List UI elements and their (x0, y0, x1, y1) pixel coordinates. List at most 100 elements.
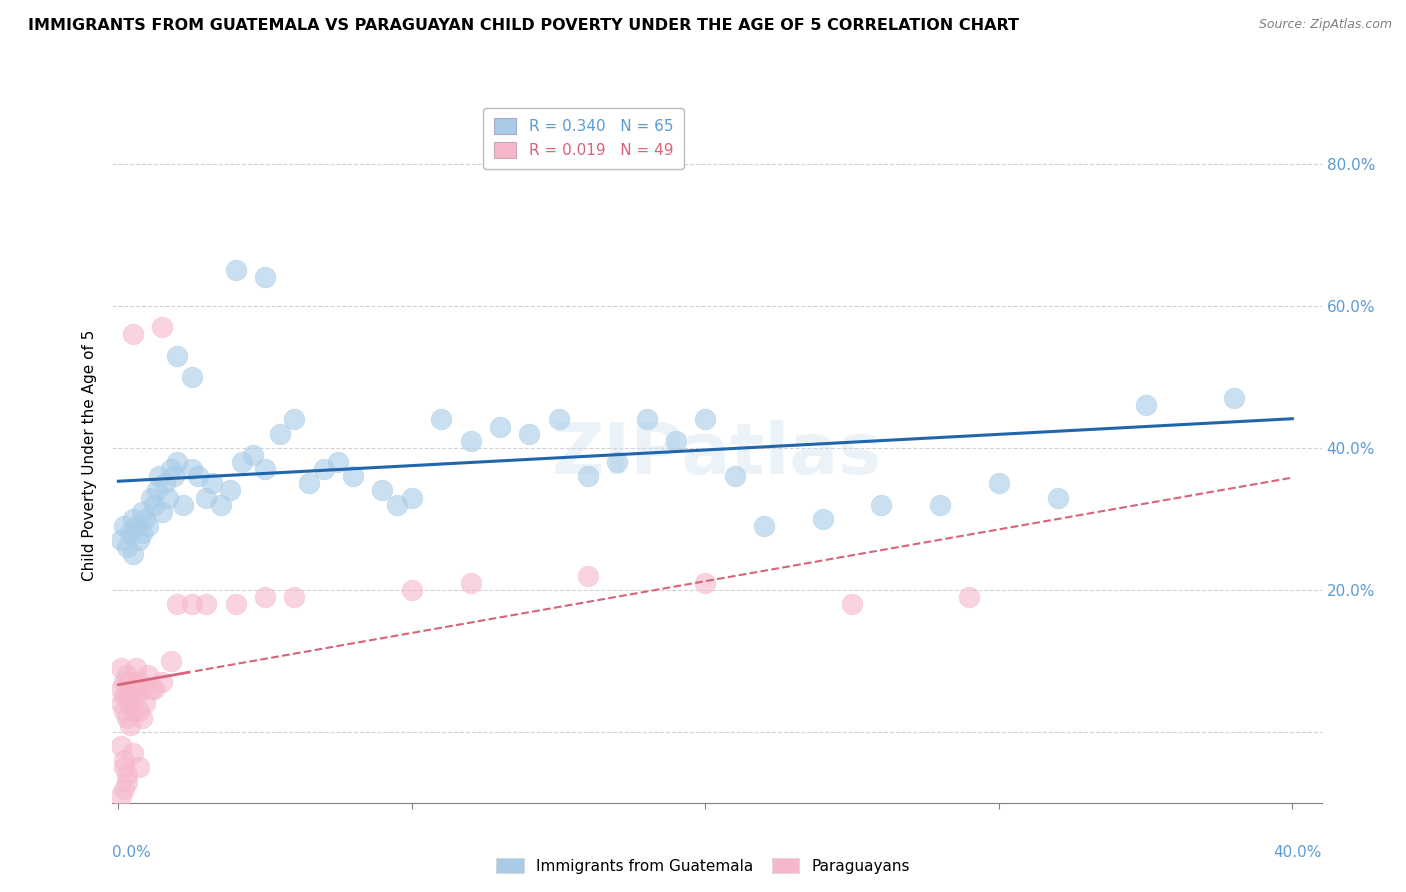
Point (811, 512, 834, 526)
Point (401, 491, 423, 505)
Point (139, 682, 162, 697)
Point (160, 654, 183, 668)
Point (841, 597, 863, 611)
Point (112, 753, 135, 767)
Point (180, 462, 202, 476)
Point (136, 668, 159, 682)
Point (115, 690, 138, 704)
Point (115, 767, 138, 781)
Point (166, 455, 188, 469)
Point (665, 434, 688, 448)
Point (180, 369, 202, 384)
Point (139, 491, 162, 505)
Point (225, 597, 247, 611)
Point (342, 469, 364, 483)
Point (489, 419, 512, 434)
Point (142, 498, 165, 512)
Point (606, 455, 628, 469)
Point (724, 469, 747, 483)
Text: Source: ZipAtlas.com: Source: ZipAtlas.com (1258, 18, 1392, 31)
Point (112, 519, 135, 533)
Point (120, 675, 142, 690)
Point (122, 682, 145, 697)
Point (110, 739, 132, 753)
Point (225, 263, 247, 277)
Point (201, 476, 224, 491)
Legend: Immigrants from Guatemala, Paraguayans: Immigrants from Guatemala, Paraguayans (491, 852, 915, 880)
Point (218, 483, 240, 498)
Point (187, 469, 209, 483)
Point (166, 597, 188, 611)
Point (136, 519, 159, 533)
Text: ZIPatlas: ZIPatlas (553, 420, 882, 490)
Point (112, 704, 135, 718)
Point (134, 697, 156, 711)
Point (128, 704, 150, 718)
Point (517, 426, 540, 441)
Point (231, 455, 253, 469)
Point (110, 789, 132, 803)
Point (122, 327, 145, 342)
Text: 0.0%: 0.0% (112, 845, 152, 860)
Point (172, 498, 194, 512)
Point (128, 760, 150, 774)
Point (283, 590, 305, 604)
Point (112, 760, 135, 774)
Point (242, 448, 264, 462)
Point (110, 697, 132, 711)
Point (269, 426, 291, 441)
Point (122, 746, 145, 760)
Point (430, 412, 453, 426)
Point (987, 476, 1010, 491)
Point (115, 710, 138, 724)
Point (115, 774, 138, 789)
Point (122, 512, 145, 526)
Point (142, 682, 165, 697)
Point (385, 498, 408, 512)
Point (115, 668, 138, 682)
Legend: R = 0.340   N = 65, R = 0.019   N = 49: R = 0.340 N = 65, R = 0.019 N = 49 (482, 108, 683, 169)
Point (401, 582, 423, 597)
Point (112, 690, 135, 704)
Point (145, 483, 167, 498)
Point (110, 661, 132, 675)
Point (131, 682, 153, 697)
Text: 40.0%: 40.0% (1274, 845, 1322, 860)
Point (128, 675, 150, 690)
Point (547, 412, 569, 426)
Point (195, 597, 218, 611)
Point (576, 469, 599, 483)
Point (312, 462, 335, 476)
Point (150, 320, 173, 334)
Point (606, 143, 628, 157)
Point (125, 661, 148, 675)
Point (148, 469, 170, 483)
Point (166, 349, 188, 363)
Point (110, 533, 132, 548)
Point (131, 710, 153, 724)
Point (150, 675, 173, 690)
Point (959, 590, 981, 604)
Point (195, 491, 218, 505)
Point (254, 462, 277, 476)
Point (870, 498, 893, 512)
Point (112, 781, 135, 796)
Y-axis label: Child Poverty Under the Age of 5: Child Poverty Under the Age of 5 (82, 329, 97, 581)
Point (155, 476, 177, 491)
Point (131, 505, 153, 519)
Point (160, 462, 183, 476)
Point (110, 682, 132, 697)
Point (180, 597, 202, 611)
Point (163, 469, 186, 483)
Point (695, 575, 717, 590)
Point (460, 434, 482, 448)
Text: IMMIGRANTS FROM GUATEMALA VS PARAGUAYAN CHILD POVERTY UNDER THE AGE OF 5 CORRELA: IMMIGRANTS FROM GUATEMALA VS PARAGUAYAN … (28, 18, 1019, 33)
Point (695, 412, 717, 426)
Point (128, 533, 150, 548)
Point (112, 675, 135, 690)
Point (150, 505, 173, 519)
Point (752, 519, 775, 533)
Point (125, 519, 148, 533)
Point (298, 476, 321, 491)
Point (254, 590, 277, 604)
